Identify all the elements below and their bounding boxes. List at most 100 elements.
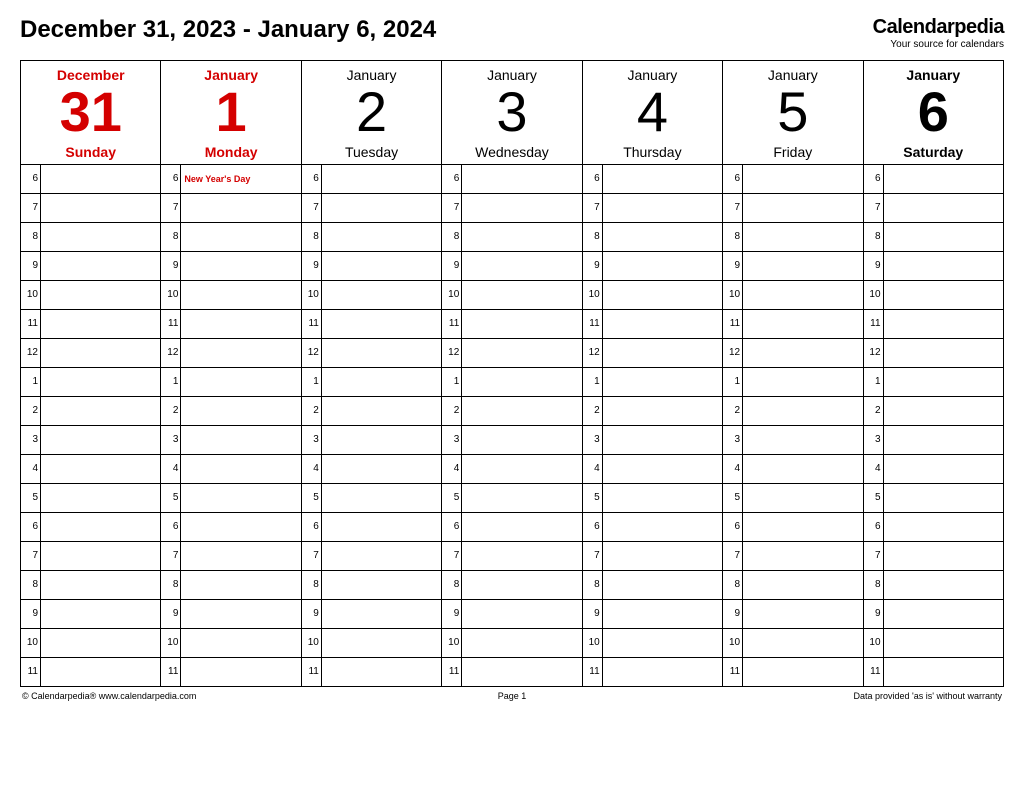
hour-cell[interactable]: 8 [301, 222, 441, 251]
hour-cell[interactable]: 11 [582, 309, 722, 338]
hour-cell[interactable]: 3 [582, 425, 722, 454]
hour-cell[interactable]: 6 [582, 164, 722, 193]
hour-cell[interactable]: 2 [21, 396, 161, 425]
hour-cell[interactable]: 8 [21, 570, 161, 599]
hour-cell[interactable]: 12 [301, 338, 441, 367]
hour-cell[interactable]: 4 [582, 454, 722, 483]
hour-cell[interactable]: 10 [161, 280, 301, 309]
hour-cell[interactable]: 11 [301, 309, 441, 338]
hour-cell[interactable]: 3 [161, 425, 301, 454]
hour-cell[interactable]: 8 [161, 222, 301, 251]
hour-cell[interactable]: 8 [21, 222, 161, 251]
hour-cell[interactable]: 11 [863, 309, 1003, 338]
hour-cell[interactable]: 5 [21, 483, 161, 512]
hour-cell[interactable]: 5 [863, 483, 1003, 512]
hour-cell[interactable]: 11 [723, 309, 863, 338]
hour-cell[interactable]: 11 [161, 657, 301, 686]
hour-cell[interactable]: 11 [723, 657, 863, 686]
hour-cell[interactable]: 6 [21, 164, 161, 193]
hour-cell[interactable]: 1 [21, 367, 161, 396]
hour-cell[interactable]: 10 [863, 628, 1003, 657]
hour-cell[interactable]: 8 [582, 570, 722, 599]
hour-cell[interactable]: 7 [21, 541, 161, 570]
hour-cell[interactable]: 5 [723, 483, 863, 512]
hour-cell[interactable]: 10 [161, 628, 301, 657]
hour-cell[interactable]: 10 [863, 280, 1003, 309]
hour-cell[interactable]: 4 [301, 454, 441, 483]
hour-cell[interactable]: 8 [863, 222, 1003, 251]
hour-cell[interactable]: 6 [863, 512, 1003, 541]
hour-cell[interactable]: 6 [723, 164, 863, 193]
hour-cell[interactable]: 6 [863, 164, 1003, 193]
hour-cell[interactable]: 5 [301, 483, 441, 512]
hour-cell[interactable]: 5 [442, 483, 582, 512]
hour-cell[interactable]: 10 [21, 628, 161, 657]
hour-cell[interactable]: 8 [582, 222, 722, 251]
hour-cell[interactable]: 1 [161, 367, 301, 396]
hour-cell[interactable]: 12 [723, 338, 863, 367]
hour-cell[interactable]: 1 [301, 367, 441, 396]
hour-cell[interactable]: 9 [442, 599, 582, 628]
hour-cell[interactable]: 3 [863, 425, 1003, 454]
hour-cell[interactable]: 11 [442, 657, 582, 686]
hour-cell[interactable]: 9 [863, 599, 1003, 628]
hour-cell[interactable]: 9 [161, 599, 301, 628]
hour-cell[interactable]: 12 [863, 338, 1003, 367]
hour-cell[interactable]: 10 [301, 628, 441, 657]
hour-cell[interactable]: 7 [442, 541, 582, 570]
hour-cell[interactable]: 7 [301, 541, 441, 570]
hour-cell[interactable]: 7 [723, 541, 863, 570]
hour-cell[interactable]: 7 [161, 541, 301, 570]
hour-cell[interactable]: 10 [723, 628, 863, 657]
hour-cell[interactable]: 7 [161, 193, 301, 222]
hour-cell[interactable]: 5 [582, 483, 722, 512]
hour-cell[interactable]: 5 [161, 483, 301, 512]
hour-cell[interactable]: 2 [301, 396, 441, 425]
hour-cell[interactable]: 4 [863, 454, 1003, 483]
hour-cell[interactable]: 7 [723, 193, 863, 222]
hour-cell[interactable]: 6 [582, 512, 722, 541]
hour-cell[interactable]: 8 [723, 222, 863, 251]
hour-cell[interactable]: 8 [723, 570, 863, 599]
hour-cell[interactable]: 10 [723, 280, 863, 309]
hour-cell[interactable]: 4 [21, 454, 161, 483]
hour-cell[interactable]: 9 [442, 251, 582, 280]
hour-cell[interactable]: 9 [301, 251, 441, 280]
hour-cell[interactable]: 9 [723, 251, 863, 280]
hour-cell[interactable]: 11 [442, 309, 582, 338]
hour-cell[interactable]: 9 [863, 251, 1003, 280]
hour-cell[interactable]: 12 [442, 338, 582, 367]
hour-cell[interactable]: 11 [21, 657, 161, 686]
hour-cell[interactable]: 10 [582, 628, 722, 657]
hour-cell[interactable]: 10 [582, 280, 722, 309]
hour-cell[interactable]: 6 [723, 512, 863, 541]
hour-cell[interactable]: 8 [863, 570, 1003, 599]
hour-cell[interactable]: 3 [21, 425, 161, 454]
hour-cell[interactable]: 7 [582, 541, 722, 570]
hour-cell[interactable]: 2 [161, 396, 301, 425]
hour-cell[interactable]: 7 [863, 541, 1003, 570]
hour-cell[interactable]: 2 [582, 396, 722, 425]
hour-cell[interactable]: 6 [301, 512, 441, 541]
hour-cell[interactable]: 7 [863, 193, 1003, 222]
hour-cell[interactable]: 4 [723, 454, 863, 483]
hour-cell[interactable]: 1 [442, 367, 582, 396]
hour-cell[interactable]: 9 [582, 251, 722, 280]
hour-cell[interactable]: 10 [442, 628, 582, 657]
hour-cell[interactable]: 1 [723, 367, 863, 396]
hour-cell[interactable]: 7 [301, 193, 441, 222]
hour-cell[interactable]: 12 [21, 338, 161, 367]
hour-cell[interactable]: 9 [21, 251, 161, 280]
hour-cell[interactable]: 7 [442, 193, 582, 222]
hour-cell[interactable]: 12 [582, 338, 722, 367]
hour-cell[interactable]: 4 [161, 454, 301, 483]
hour-cell[interactable]: 10 [301, 280, 441, 309]
hour-cell[interactable]: 3 [442, 425, 582, 454]
hour-cell[interactable]: 9 [21, 599, 161, 628]
hour-cell[interactable]: 3 [301, 425, 441, 454]
hour-cell[interactable]: 6 [161, 512, 301, 541]
hour-cell[interactable]: 9 [723, 599, 863, 628]
hour-cell[interactable]: 8 [301, 570, 441, 599]
hour-cell[interactable]: 7 [582, 193, 722, 222]
hour-cell[interactable]: 6 [442, 512, 582, 541]
